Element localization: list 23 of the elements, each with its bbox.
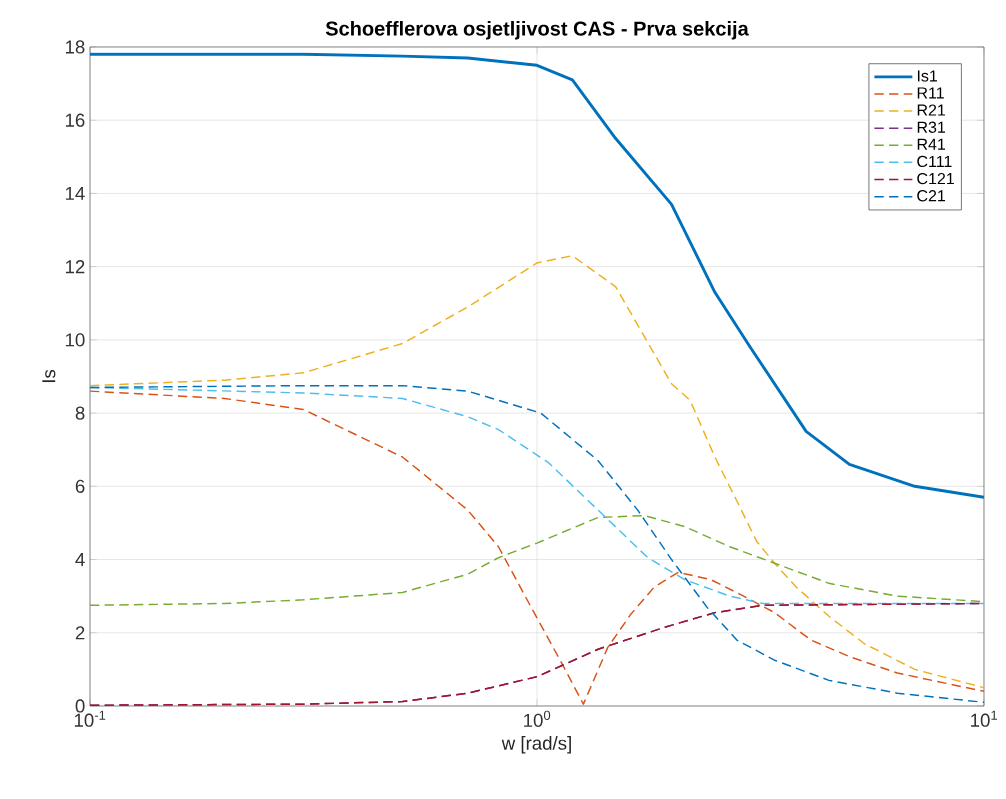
y-tick-label: 18 <box>65 40 85 54</box>
x-tick-label: 10$^{1}$ <box>971 710 998 727</box>
y-tick-label: 16 <box>65 113 85 127</box>
x-axis-title: w [rad/s] <box>501 736 571 754</box>
legend-label: R21 <box>917 104 946 116</box>
y-tick-label: 4 <box>75 553 85 566</box>
y-tick-label: 8 <box>75 406 85 420</box>
y-tick-label: 14 <box>65 187 85 200</box>
y-tick-label: 0 <box>75 699 85 713</box>
y-axis-title: Is <box>42 369 56 383</box>
legend-label: R41 <box>917 138 946 150</box>
y-tick-label: 10 <box>65 333 85 347</box>
y-tick-label: 6 <box>75 479 85 493</box>
y-tick-label: 2 <box>75 626 85 640</box>
y-tick-label: 12 <box>65 260 85 274</box>
legend-label: Is1 <box>917 70 938 82</box>
x-tick-label: 10$^{0}$ <box>524 710 551 727</box>
legend-label: C121 <box>917 172 954 185</box>
chart-title: Schoefflerova osjetljivost CAS - Prva sekcija <box>325 20 749 40</box>
legend-label: C21 <box>917 190 946 202</box>
legend-label: R31 <box>917 121 946 133</box>
legend-label: C111 <box>917 155 952 168</box>
legend-label: R11 <box>917 87 944 99</box>
